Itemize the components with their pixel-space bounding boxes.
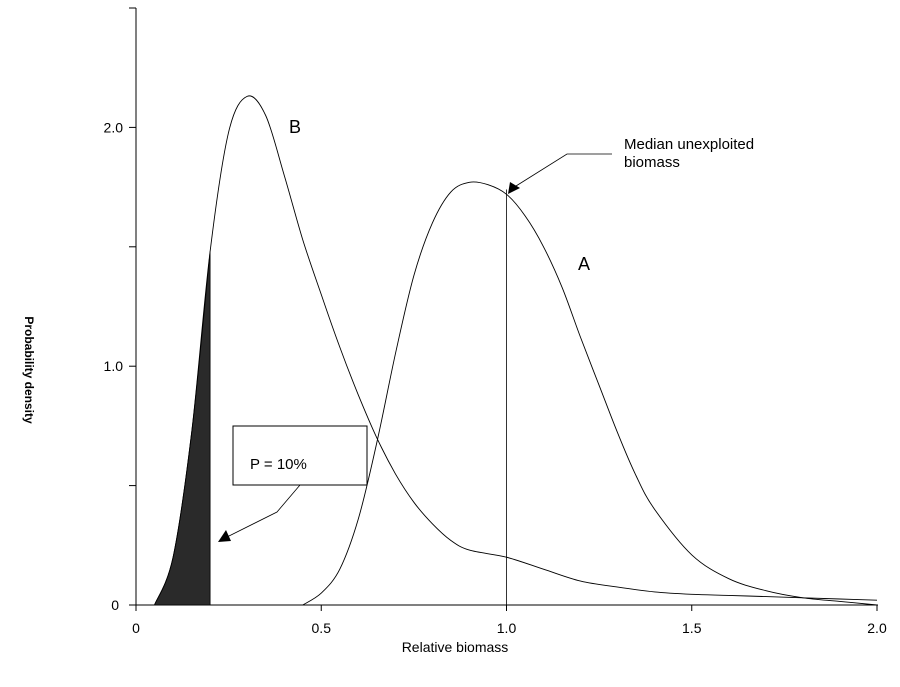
x-tick-label: 1.5 (682, 620, 702, 636)
x-tick-label: 0 (132, 620, 140, 636)
median-arrow-icon (508, 182, 520, 194)
y-axis-title: Probability density (22, 316, 36, 424)
x-tick-label: 2.0 (867, 620, 887, 636)
x-tick-label: 1.0 (497, 620, 517, 636)
x-tick-label: 0.5 (312, 620, 332, 636)
series-b-curve (154, 95, 878, 606)
median-leader-line (515, 153, 612, 187)
probability-box (232, 425, 368, 486)
median-label-line1: Median unexploited (624, 136, 754, 153)
y-axis-ticks: 0 1.0 2.0 (104, 7, 136, 613)
y-tick-label: 2.0 (104, 119, 124, 135)
x-axis-ticks: 0 0.5 1.0 1.5 2.0 (132, 605, 887, 636)
probability-leader-line (226, 484, 301, 538)
y-tick-label: 1.0 (104, 358, 124, 374)
y-tick-label: 0 (111, 597, 119, 613)
series-b-label: B (289, 117, 301, 137)
probability-arrow-icon (218, 530, 231, 542)
series-a-curve (302, 181, 878, 606)
series-a-label: A (578, 254, 590, 274)
median-label-line2: biomass (624, 154, 680, 171)
probability-box-label: P = 10% (250, 456, 307, 473)
shaded-probability-region (153, 251, 211, 606)
x-axis-title: Relative biomass (402, 639, 509, 655)
